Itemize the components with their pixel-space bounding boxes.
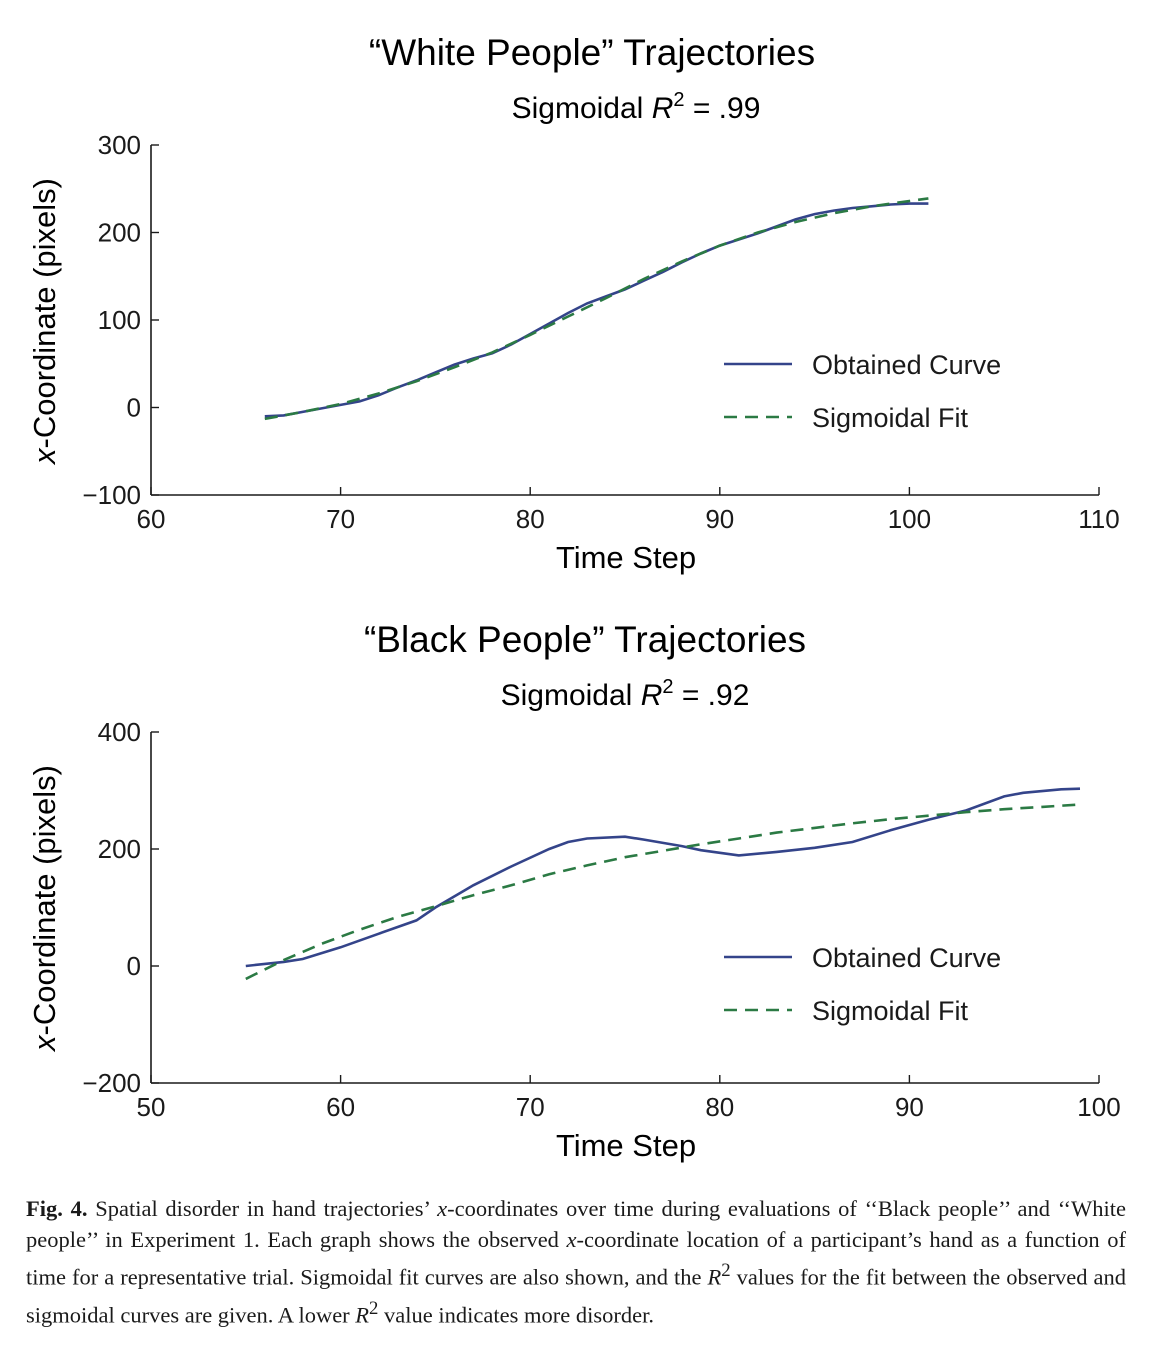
x-tick-label: 90 — [705, 504, 734, 534]
x-axis-label: Time Step — [556, 1128, 696, 1163]
x-tick-label: 70 — [326, 504, 355, 534]
x-tick-label: 100 — [888, 504, 931, 534]
sigmoidal-fit-line — [264, 197, 929, 421]
y-ticks: −100 0 100 200 300 — [82, 130, 159, 510]
y-ticks: −200 0 200 400 — [82, 717, 159, 1098]
plot-area — [245, 787, 1081, 981]
axes — [150, 732, 1099, 1084]
x-ticks: 50 60 70 80 90 100 — [137, 1075, 1121, 1122]
y-axis-label: x-Coordinate (pixels) — [27, 765, 62, 1053]
x-tick-label: 100 — [1077, 1092, 1120, 1122]
y-tick-label: −200 — [82, 1068, 141, 1098]
y-tick-label: 200 — [98, 834, 141, 864]
legend-label: Sigmoidal Fit — [812, 403, 969, 433]
y-tick-label: 400 — [98, 717, 141, 747]
x-tick-label: 80 — [705, 1092, 734, 1122]
legend: Obtained Curve Sigmoidal Fit — [724, 350, 1001, 433]
chart-subtitle: Sigmoidal R2 = .99 — [512, 89, 761, 125]
chart-title: “White People” Trajectories — [369, 32, 815, 73]
y-tick-label: −100 — [82, 480, 141, 510]
x-ticks: 60 70 80 90 100 110 — [137, 487, 1120, 534]
legend-label: Sigmoidal Fit — [812, 996, 969, 1026]
caption-figure-label: Fig. 4. — [26, 1196, 88, 1221]
axes — [150, 145, 1099, 496]
x-tick-label: 110 — [1078, 504, 1119, 534]
chart-white-people: “White People” Trajectories Sigmoidal R2… — [27, 32, 1120, 575]
legend-label: Obtained Curve — [812, 943, 1001, 973]
figure-charts: “White People” Trajectories Sigmoidal R2… — [27, 32, 1121, 1163]
x-tick-label: 60 — [137, 504, 166, 534]
y-tick-label: 200 — [98, 218, 141, 248]
y-tick-label: 0 — [127, 393, 141, 423]
sigmoidal-fit-line — [245, 803, 1081, 981]
x-tick-label: 60 — [326, 1092, 355, 1122]
legend-label: Obtained Curve — [812, 350, 1001, 380]
x-axis-label: Time Step — [556, 540, 696, 575]
chart-title: “Black People” Trajectories — [364, 619, 806, 660]
chart-black-people: “Black People” Trajectories Sigmoidal R2… — [27, 619, 1121, 1163]
x-tick-label: 80 — [516, 504, 545, 534]
obtained-curve-line — [245, 787, 1081, 968]
y-tick-label: 0 — [127, 951, 141, 981]
legend: Obtained Curve Sigmoidal Fit — [724, 943, 1001, 1026]
y-tick-label: 300 — [98, 130, 141, 160]
x-tick-label: 90 — [895, 1092, 924, 1122]
x-tick-label: 50 — [137, 1092, 166, 1122]
figure-caption: Fig. 4. Spatial disorder in hand traject… — [26, 1196, 1126, 1327]
obtained-curve-line — [264, 202, 929, 418]
plot-area — [264, 197, 929, 421]
x-tick-label: 70 — [516, 1092, 545, 1122]
y-axis-label: x-Coordinate (pixels) — [27, 178, 62, 466]
chart-subtitle: Sigmoidal R2 = .92 — [501, 676, 750, 712]
y-tick-label: 100 — [98, 305, 141, 335]
